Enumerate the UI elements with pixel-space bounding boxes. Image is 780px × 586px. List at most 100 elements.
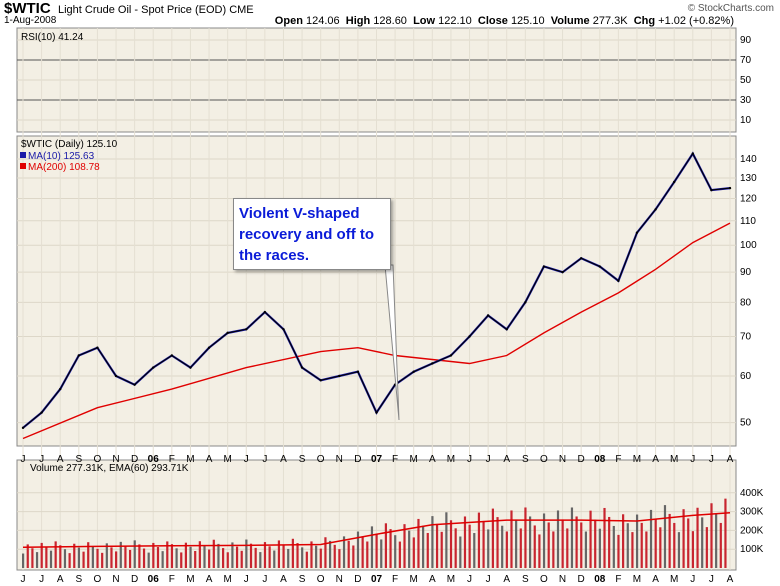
volume-bar <box>282 544 285 568</box>
volume-bar <box>115 551 118 568</box>
x-tick-mid: D <box>354 454 361 465</box>
low-value: 122.10 <box>438 15 472 27</box>
x-tick-bottom: A <box>429 574 436 585</box>
volume-bar <box>101 552 104 568</box>
volume-bar <box>445 512 448 568</box>
x-tick-mid: S <box>299 454 306 465</box>
volume-bar <box>375 533 378 568</box>
volume-bar <box>291 538 294 568</box>
x-tick-bottom: A <box>727 574 734 585</box>
x-tick-bottom: N <box>112 574 119 585</box>
x-tick-mid: 06 <box>148 454 160 465</box>
low-label: Low <box>413 15 436 27</box>
ma200-legend: MA(200) 108.78 <box>28 162 100 173</box>
x-tick-mid: O <box>317 454 325 465</box>
volume-bar <box>222 548 225 568</box>
price-point <box>263 310 267 314</box>
volume-bar <box>696 507 699 568</box>
volume-bar <box>315 545 318 568</box>
x-tick-mid: M <box>447 454 455 465</box>
volume-y-tick: 400K <box>740 488 764 499</box>
open-label: Open <box>274 15 303 27</box>
volume-bar <box>687 518 690 568</box>
ma200-legend-swatch <box>20 163 26 169</box>
volume-bar <box>245 539 248 568</box>
volume-bar <box>589 510 592 568</box>
price-point <box>486 314 490 317</box>
price-point <box>561 270 564 274</box>
x-tick-bottom: O <box>94 574 102 585</box>
price-point <box>542 265 546 268</box>
price-point <box>300 366 304 369</box>
volume-bar <box>277 540 281 568</box>
volume-bar <box>77 547 81 568</box>
x-tick-mid: J <box>244 454 249 465</box>
volume-bar <box>491 508 494 568</box>
volume-y-tick: 100K <box>740 544 764 555</box>
volume-bar <box>631 532 634 568</box>
volume-bar <box>649 509 653 568</box>
volume-bar <box>203 545 206 568</box>
volume-bar <box>682 509 685 568</box>
price-point <box>338 374 341 378</box>
volume-bar <box>63 549 67 568</box>
volume-bar <box>408 530 411 568</box>
x-tick-mid: M <box>410 454 418 465</box>
volume-bar <box>663 505 667 568</box>
volume-bar <box>147 552 150 568</box>
x-tick-bottom: F <box>615 574 621 585</box>
x-tick-mid: F <box>392 454 398 465</box>
x-tick-mid: M <box>633 454 641 465</box>
symbol-description: Light Crude Oil - Spot Price (EOD) CME <box>58 4 254 16</box>
volume-bar <box>701 517 704 568</box>
volume-bar <box>542 513 546 568</box>
x-tick-bottom: J <box>467 574 472 585</box>
x-tick-mid: D <box>131 454 138 465</box>
ma200-line <box>22 222 731 440</box>
x-tick-bottom: F <box>169 574 175 585</box>
volume-bar <box>654 518 657 568</box>
volume-bar <box>268 546 271 568</box>
x-tick-bottom: A <box>652 574 659 585</box>
x-tick-mid: S <box>522 454 529 465</box>
volume-bar <box>431 516 434 568</box>
volume-bar <box>91 546 94 568</box>
price-point <box>375 411 378 414</box>
price-point <box>282 328 285 331</box>
price-point <box>431 362 434 365</box>
volume-bar <box>528 516 532 568</box>
x-tick-mid: J <box>709 454 714 465</box>
x-tick-bottom: F <box>392 574 398 585</box>
price-point <box>356 370 360 373</box>
volume-bar <box>217 543 220 568</box>
x-tick-mid: A <box>429 454 436 465</box>
price-point <box>728 186 732 190</box>
price-point <box>617 279 620 283</box>
volume-bar <box>412 537 415 568</box>
price-point <box>245 328 248 331</box>
annotation-text: Violent V-shaped recovery and off to the… <box>239 203 389 266</box>
x-tick-mid: M <box>670 454 678 465</box>
volume-bar <box>324 537 327 568</box>
price-point <box>59 387 62 391</box>
volume-bar <box>533 525 536 568</box>
volume-bar <box>538 534 541 568</box>
x-tick-bottom: D <box>354 574 361 585</box>
x-tick-bottom: M <box>410 574 418 585</box>
annotation-line-3: the races. <box>239 247 310 264</box>
volume-bar <box>142 548 146 568</box>
change-label: Chg <box>633 15 656 27</box>
volume-bar <box>35 552 39 568</box>
volume-bar <box>510 510 513 568</box>
volume-bar <box>422 525 425 568</box>
price-point <box>598 265 601 268</box>
x-tick-bottom: M <box>447 574 455 585</box>
volume-bar <box>403 524 406 568</box>
volume-bar <box>333 544 336 568</box>
x-tick-bottom: A <box>206 574 213 585</box>
volume-bar <box>352 545 355 568</box>
volume-bar <box>561 519 564 568</box>
volume-bar <box>194 550 197 568</box>
volume-bar <box>170 544 174 568</box>
